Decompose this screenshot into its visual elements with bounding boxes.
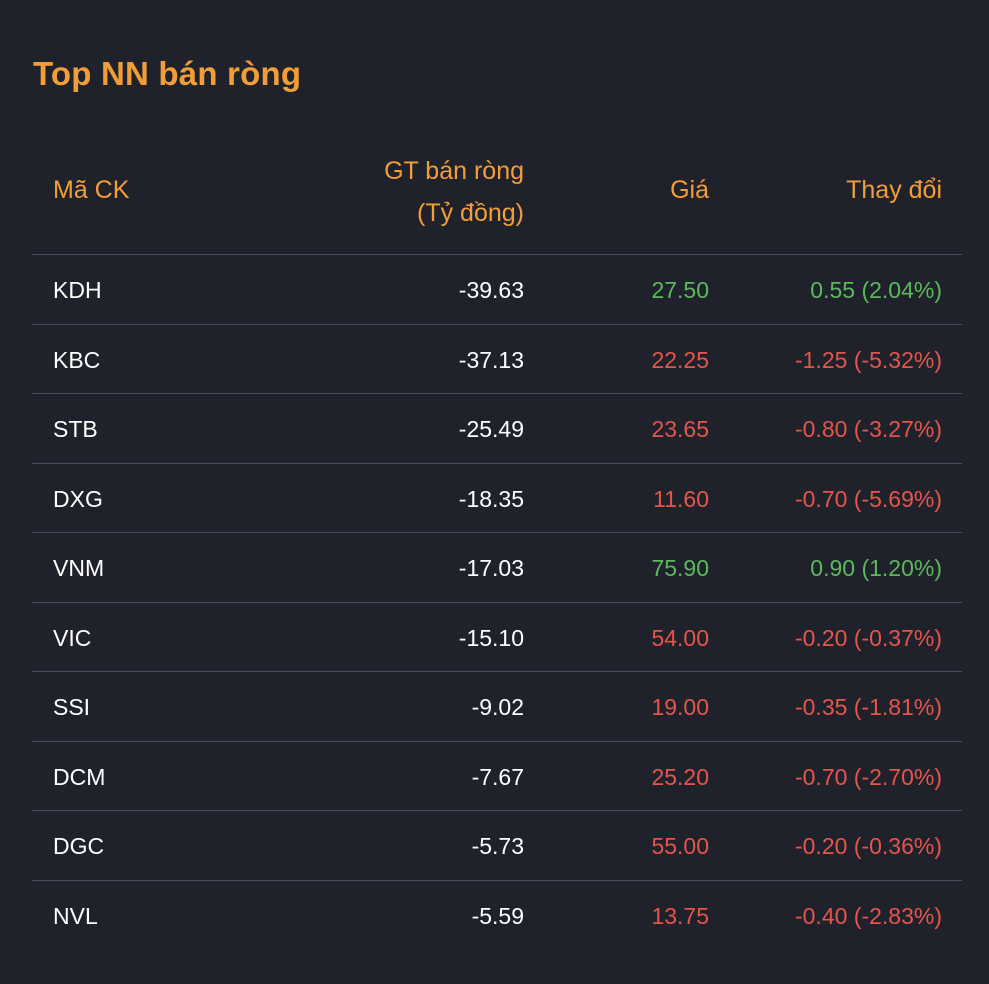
table-row[interactable]: VNM -17.03 75.90 0.90 (1.20%) — [32, 533, 962, 603]
change-value: -0.20 (-0.37%) — [794, 624, 942, 651]
change-value: -0.35 (-1.81%) — [794, 694, 942, 720]
price-value: 54.00 — [651, 624, 709, 651]
net-sell-value: -17.03 — [458, 555, 524, 581]
change-value: -0.20 (-0.36%) — [794, 833, 942, 859]
change-value: 0.55 (2.04%) — [810, 277, 942, 303]
header-code: Mã CK — [53, 176, 130, 204]
net-sell-value: -5.59 — [471, 902, 524, 929]
stock-code: KBC — [53, 346, 101, 373]
header-net-value-line2: (Tỷ đồng) — [417, 199, 524, 227]
table-row[interactable]: KDH -39.63 27.50 0.55 (2.04%) — [32, 255, 962, 325]
net-sell-value: -37.13 — [458, 346, 524, 373]
stock-code: SSI — [53, 694, 91, 720]
price-value: 22.25 — [651, 346, 709, 373]
price-value: 25.20 — [651, 763, 709, 790]
price-value: 75.90 — [651, 555, 709, 581]
price-value: 23.65 — [651, 416, 709, 442]
stock-code: NVL — [53, 902, 98, 929]
net-sell-table: Mã CK GT bán ròng (Tỷ đồng) Giá Thay đổi… — [32, 148, 962, 949]
net-sell-value: -25.49 — [458, 416, 524, 442]
header-net-value-line1: GT bán ròng — [384, 157, 524, 185]
net-sell-value: -9.02 — [471, 694, 524, 720]
table-row[interactable]: DXG -18.35 11.60 -0.70 (-5.69%) — [32, 464, 962, 533]
change-value: -0.70 (-2.70%) — [794, 763, 942, 790]
table-row[interactable]: STB -25.49 23.65 -0.80 (-3.27%) — [32, 394, 962, 464]
price-value: 11.60 — [653, 485, 709, 512]
stock-code: KDH — [53, 277, 102, 303]
price-value: 27.50 — [651, 277, 709, 303]
stock-code: STB — [53, 416, 98, 442]
stock-code: VNM — [53, 555, 105, 581]
stock-code: VIC — [53, 624, 92, 651]
header-change: Thay đổi — [846, 176, 942, 204]
price-value: 13.75 — [651, 902, 709, 929]
table-row[interactable]: NVL -5.59 13.75 -0.40 (-2.83%) — [32, 881, 962, 950]
header-net-value: GT bán ròng (Tỷ đồng) — [384, 150, 524, 234]
change-value: 0.90 (1.20%) — [810, 555, 942, 581]
table-row[interactable]: SSI -9.02 19.00 -0.35 (-1.81%) — [32, 672, 962, 742]
change-value: -0.70 (-5.69%) — [794, 485, 942, 512]
change-value: -0.40 (-2.83%) — [794, 902, 942, 929]
table-body: KDH -39.63 27.50 0.55 (2.04%) KBC -37.13… — [32, 255, 962, 949]
net-sell-value: -39.63 — [458, 277, 524, 303]
net-sell-value: -15.10 — [458, 624, 524, 651]
change-value: -1.25 (-5.32%) — [794, 346, 942, 373]
table-row[interactable]: KBC -37.13 22.25 -1.25 (-5.32%) — [32, 325, 962, 394]
price-value: 19.00 — [651, 694, 709, 720]
net-sell-value: -18.35 — [458, 485, 524, 512]
net-sell-value: -7.67 — [471, 763, 524, 790]
stock-code: DCM — [53, 763, 106, 790]
price-value: 55.00 — [651, 833, 709, 859]
panel-title: Top NN bán ròng — [33, 55, 302, 92]
net-sell-value: -5.73 — [471, 833, 524, 859]
header-price: Giá — [670, 176, 709, 204]
table-header: Mã CK GT bán ròng (Tỷ đồng) Giá Thay đổi — [32, 148, 962, 255]
stock-code: DGC — [53, 833, 105, 859]
change-value: -0.80 (-3.27%) — [794, 416, 942, 442]
table-row[interactable]: DGC -5.73 55.00 -0.20 (-0.36%) — [32, 811, 962, 881]
stock-code: DXG — [53, 485, 103, 512]
table-row[interactable]: VIC -15.10 54.00 -0.20 (-0.37%) — [32, 603, 962, 672]
table-row[interactable]: DCM -7.67 25.20 -0.70 (-2.70%) — [32, 742, 962, 811]
